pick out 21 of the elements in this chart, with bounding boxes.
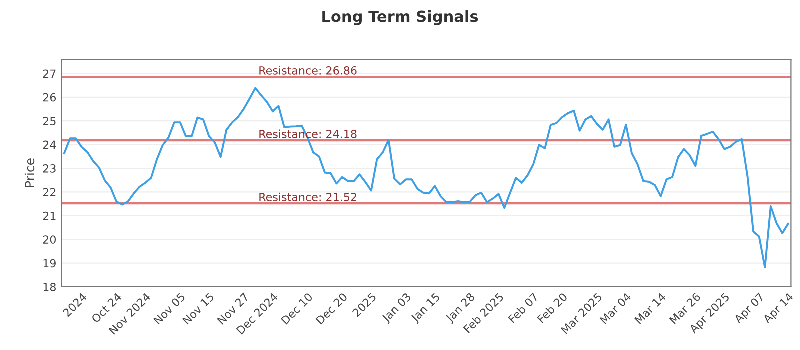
- ref-line-label: Resistance: 21.52: [260, 192, 356, 202]
- y-tick-label: 24: [43, 140, 56, 150]
- y-tick-label: 21: [43, 212, 56, 220]
- line-series: [64, 87, 790, 269]
- chart-title: Long Term Signals: [322, 10, 478, 26]
- y-tick-label: 25: [43, 117, 56, 126]
- y-tick-label: 27: [43, 70, 56, 78]
- x-tick-label: Dec 20: [316, 292, 348, 325]
- x-tick-label: Apr 14: [762, 292, 796, 326]
- y-tick-label: 22: [43, 188, 56, 196]
- x-tick-label: Dec 10: [280, 292, 314, 325]
- ref-line-label: Resistance: 26.86: [260, 66, 357, 75]
- y-tick-label: 20: [43, 236, 56, 244]
- x-tick-label: Feb 20: [536, 292, 568, 324]
- y-tick-label: 23: [43, 164, 56, 173]
- x-tick-label: Mar 14: [634, 292, 667, 324]
- x-tick-label: Jan 15: [410, 292, 442, 324]
- y-axis-title: Price: [24, 158, 35, 188]
- y-tick-label: 19: [44, 259, 56, 268]
- y-tick-label: 18: [44, 282, 56, 292]
- y-tick-label: 26: [43, 93, 56, 102]
